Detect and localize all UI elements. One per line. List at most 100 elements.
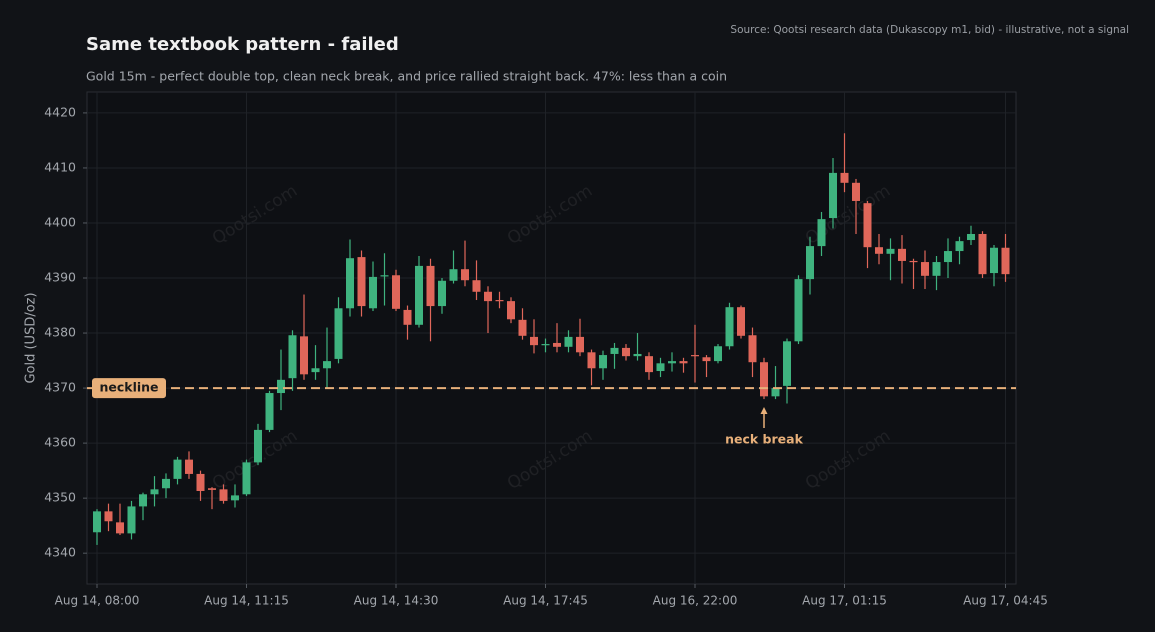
candle-body [518, 319, 527, 336]
candle-body [449, 269, 458, 281]
candle-body [921, 262, 929, 276]
candle-body [1001, 247, 1010, 275]
candle-body [530, 336, 538, 346]
source-note: Source: Qootsi research data (Dukascopy … [730, 24, 1129, 36]
candle-body [334, 308, 343, 359]
candle-body [863, 203, 872, 248]
candle-body [932, 262, 941, 276]
candle-body [380, 275, 389, 277]
candle-body [139, 494, 147, 507]
candle-body [990, 247, 998, 274]
x-tick-label: Aug 14, 17:45 [503, 594, 588, 608]
candle-body [173, 459, 182, 479]
candle-body [208, 488, 216, 490]
y-tick-label: 4390 [44, 270, 76, 285]
plot-area [86, 91, 1017, 585]
candle-body [392, 275, 400, 309]
y-tick-label: 4420 [44, 104, 76, 119]
candle-body [231, 495, 239, 501]
candle-body [794, 279, 803, 342]
candle-body [288, 335, 297, 379]
y-tick-label: 4400 [44, 214, 76, 229]
y-tick-label: 4360 [44, 435, 76, 450]
y-tick-label: 4410 [44, 159, 76, 174]
candle-body [668, 361, 676, 364]
candle-body [909, 260, 918, 263]
candle-body [472, 280, 481, 292]
chart-subtitle: Gold 15m - perfect double top, clean nec… [86, 69, 727, 84]
candle-body [323, 361, 331, 369]
candle-body [541, 344, 550, 346]
candle-body [817, 219, 826, 247]
candle-body [748, 335, 757, 363]
candle-body [277, 379, 285, 394]
candle-body [944, 251, 952, 263]
candle-body [311, 368, 320, 373]
candle-body [369, 276, 377, 309]
candle-body [403, 309, 412, 325]
candle-body [691, 355, 699, 357]
candle-body [840, 172, 849, 183]
candle-body [242, 462, 251, 495]
candle-body [438, 280, 446, 307]
candle-body [254, 429, 262, 463]
x-tick-label: Aug 14, 14:30 [354, 594, 439, 608]
candle-body [898, 248, 906, 261]
candle-body [610, 347, 619, 354]
neckline-label-box [92, 378, 166, 399]
candle-body [967, 233, 975, 241]
y-tick-label: 4340 [44, 545, 76, 560]
candle-body [702, 357, 711, 362]
candle-body [656, 363, 665, 372]
candle-body [714, 346, 722, 362]
x-tick-label: Aug 14, 11:15 [204, 594, 289, 608]
candle-body [806, 246, 814, 280]
candle-body [116, 522, 124, 534]
annotation-arrowhead [760, 407, 768, 414]
candle-body [461, 269, 469, 281]
candle-body [219, 489, 228, 501]
candle-body [300, 336, 308, 375]
candle-body [357, 257, 366, 307]
grid: 4340 4350 4360 4370 4380 4390 4400 4410 4420 Aug … [44, 92, 1048, 608]
x-tick-label: Aug 14, 08:00 [55, 594, 140, 608]
candle-body [875, 247, 883, 254]
candle-body [495, 300, 504, 302]
annotation: neck break [725, 432, 803, 447]
x-tick-label: Aug 17, 01:15 [802, 594, 887, 608]
y-tick-label: 4350 [44, 490, 76, 505]
candle-body [633, 353, 642, 357]
candle-body [104, 511, 113, 522]
candles [93, 133, 1010, 545]
x-tick-label: Aug 17, 04:45 [963, 594, 1048, 608]
neckline-label: neckline [99, 380, 158, 395]
candle-body [829, 172, 837, 219]
candle-body [645, 356, 653, 373]
candle-body [576, 336, 584, 353]
y-tick-label: 4370 [44, 380, 76, 395]
candle-body [346, 258, 354, 309]
candle-body [415, 265, 423, 325]
candle-body [737, 307, 745, 336]
candle-body [426, 265, 435, 307]
candle-body [196, 473, 205, 491]
candle-body [622, 347, 630, 357]
x-tick-label: Aug 16, 22:00 [653, 594, 738, 608]
candle-body [978, 233, 987, 275]
candle-body [564, 336, 573, 347]
y-tick-label: 4380 [44, 325, 76, 340]
candle-body [886, 248, 895, 254]
candle-body [783, 341, 791, 386]
overlays: neckline neck break [87, 378, 1016, 447]
candle-body [265, 393, 274, 430]
candle-body [150, 489, 159, 495]
candle-body [553, 342, 561, 347]
candle-body [725, 307, 734, 347]
chart-title: Same textbook pattern - failed [86, 34, 399, 55]
candle-body [760, 362, 768, 397]
candle-body [93, 511, 101, 533]
candle-body [771, 388, 780, 397]
candle-body [185, 459, 193, 474]
y-axis-label: Gold (USD/oz) [24, 292, 39, 383]
